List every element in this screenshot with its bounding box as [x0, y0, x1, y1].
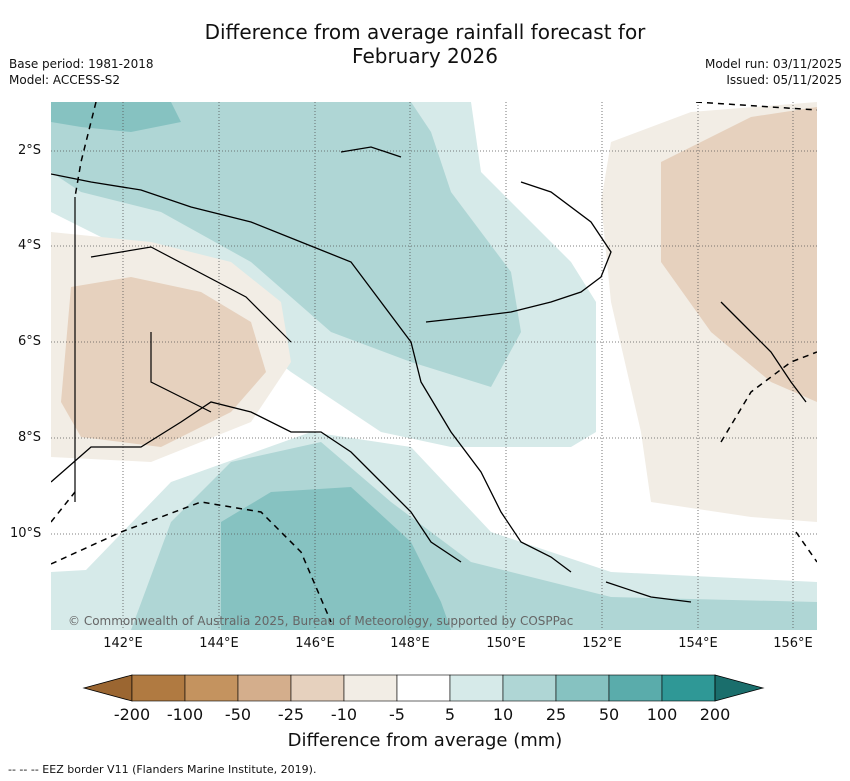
lon-label-156e: 156°E [773, 636, 813, 651]
rainfall-map [51, 102, 817, 630]
cbar-tick-5: 5 [444, 705, 456, 724]
colorbar [82, 674, 765, 702]
colorbar-segment-5 [396, 674, 451, 702]
cbar-tick-minus5: -5 [389, 705, 405, 724]
eez-borders [51, 102, 817, 623]
colorbar-segment-2 [237, 674, 292, 702]
graticule [51, 102, 817, 630]
cbar-tick-minus100: -100 [166, 705, 204, 724]
colorbar-segment-9 [608, 674, 663, 702]
cbar-tick-minus10: -10 [330, 705, 358, 724]
region-brown-10-west [61, 277, 266, 447]
region-teal-50-north [51, 102, 181, 132]
colorbar-segment-6 [449, 674, 504, 702]
colorbar-segment-8 [555, 674, 610, 702]
coastlines [51, 146, 807, 603]
meta-left: Base period: 1981-2018 Model: ACCESS-S2 [9, 56, 154, 88]
colorbar-segment-0 [131, 674, 186, 702]
base-period: Base period: 1981-2018 [9, 57, 154, 71]
region-teal-50-south [221, 487, 451, 630]
issued-date: Issued: 05/11/2025 [726, 73, 842, 87]
meta-right: Model run: 03/11/2025 Issued: 05/11/2025 [705, 56, 842, 88]
lat-label-4s: 4°S [18, 238, 42, 253]
lon-label-148e: 148°E [390, 636, 430, 651]
cbar-tick-minus25: -25 [277, 705, 305, 724]
lat-label-10s: 10°S [10, 526, 42, 541]
colorbar-segment-7 [502, 674, 557, 702]
cbar-tick-minus200: -200 [113, 705, 151, 724]
colorbar-arrow-low [82, 674, 133, 702]
region-brown-10-east [661, 107, 817, 402]
colorbar-segment-4 [343, 674, 398, 702]
cbar-tick-100: 100 [646, 705, 678, 724]
colorbar-segment-3 [290, 674, 345, 702]
title-line-2: February 2026 [352, 44, 498, 68]
lon-label-146e: 146°E [295, 636, 335, 651]
cbar-tick-25: 25 [545, 705, 567, 724]
cbar-tick-minus50: -50 [224, 705, 252, 724]
title-line-1: Difference from average rainfall forecas… [204, 20, 646, 44]
eez-legend-note: -- -- -- EEZ border V11 (Flanders Marine… [8, 763, 317, 776]
map-title: Difference from average rainfall forecas… [0, 20, 850, 68]
model-name: Model: ACCESS-S2 [9, 73, 121, 87]
lat-label-8s: 8°S [18, 430, 42, 445]
lat-label-2s: 2°S [18, 143, 42, 158]
lon-label-152e: 152°E [582, 636, 622, 651]
model-run: Model run: 03/11/2025 [704, 57, 842, 71]
country-borders [74, 197, 292, 502]
lon-label-142e: 142°E [103, 636, 143, 651]
copyright-notice: © Commonwealth of Australia 2025, Bureau… [68, 614, 574, 628]
cbar-tick-10: 10 [492, 705, 514, 724]
cbar-tick-50: 50 [598, 705, 620, 724]
lon-label-144e: 144°E [199, 636, 239, 651]
lon-label-150e: 150°E [486, 636, 526, 651]
lon-label-154e: 154°E [678, 636, 718, 651]
colorbar-segment-1 [184, 674, 239, 702]
colorbar-arrow-high [714, 674, 765, 702]
cbar-tick-200: 200 [699, 705, 731, 724]
lat-label-6s: 6°S [18, 334, 42, 349]
colorbar-segment-10 [661, 674, 716, 702]
region-teal-25-north [51, 102, 521, 387]
colorbar-title: Difference from average (mm) [287, 730, 563, 751]
